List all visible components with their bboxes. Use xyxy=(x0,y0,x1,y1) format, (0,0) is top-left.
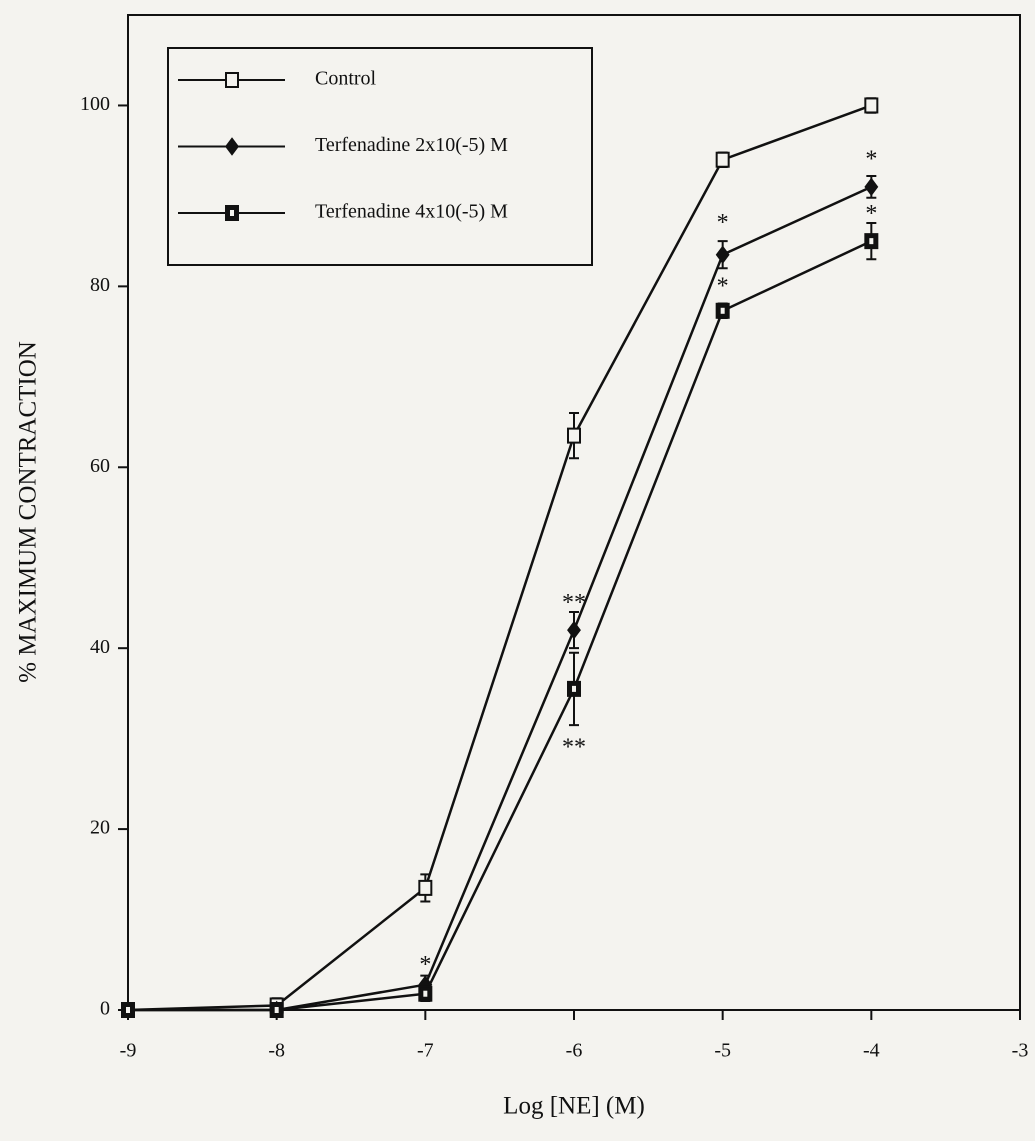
y-tick-label: 40 xyxy=(90,636,110,658)
marker-center xyxy=(869,238,874,245)
x-axis-title: Log [NE] (M) xyxy=(503,1093,645,1120)
plot-frame xyxy=(127,14,1021,1011)
legend-label: Terfenadine 2x10(-5) M xyxy=(315,134,508,156)
marker-center xyxy=(126,1007,130,1013)
y-tick-label: 100 xyxy=(80,93,110,115)
x-tick-label: -3 xyxy=(1012,1040,1029,1062)
data-point xyxy=(864,177,879,197)
data-point xyxy=(418,879,433,896)
legend-label: Terfenadine 4x10(-5) M xyxy=(315,201,508,223)
annotation: * xyxy=(865,147,877,173)
x-tick-label: -7 xyxy=(417,1040,434,1062)
series-line xyxy=(128,240,872,1012)
annotation: ** xyxy=(562,590,586,616)
y-axis-title: % MAXIMUM CONTRACTION xyxy=(15,341,42,683)
y-tick-label: 0 xyxy=(100,998,110,1020)
x-tick-label: -8 xyxy=(268,1040,285,1062)
series-line xyxy=(127,104,872,1012)
y-tick-label: 80 xyxy=(90,274,110,296)
annotation: * xyxy=(717,273,729,299)
annotation: * xyxy=(865,201,877,227)
series-line xyxy=(128,185,872,1012)
data-point xyxy=(567,620,581,640)
marker-center xyxy=(230,210,234,216)
y-tick-label: 20 xyxy=(90,817,110,839)
annotation: * xyxy=(717,210,729,236)
x-tick-label: -6 xyxy=(566,1040,583,1062)
annotation: ** xyxy=(562,735,586,761)
legend-marker xyxy=(225,72,239,88)
legend-marker xyxy=(225,137,239,156)
annotation: * xyxy=(419,952,431,978)
x-tick-label: -5 xyxy=(714,1040,731,1062)
data-point xyxy=(715,151,730,168)
data-point xyxy=(715,245,730,264)
y-tick-label: 60 xyxy=(90,455,110,477)
legend-box xyxy=(167,47,593,266)
data-point xyxy=(864,97,879,114)
x-tick-label: -9 xyxy=(120,1040,137,1062)
marker-center xyxy=(572,685,576,692)
data-point xyxy=(567,427,581,444)
marker-center xyxy=(423,990,428,997)
marker-center xyxy=(274,1007,279,1013)
x-tick-label: -4 xyxy=(863,1040,880,1062)
marker-center xyxy=(720,307,725,314)
legend-label: Control xyxy=(315,68,377,90)
